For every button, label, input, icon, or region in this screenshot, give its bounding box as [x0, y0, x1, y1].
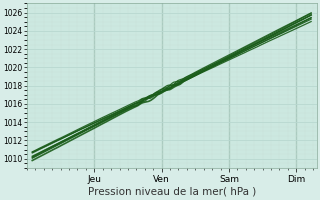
X-axis label: Pression niveau de la mer( hPa ): Pression niveau de la mer( hPa )	[88, 187, 256, 197]
